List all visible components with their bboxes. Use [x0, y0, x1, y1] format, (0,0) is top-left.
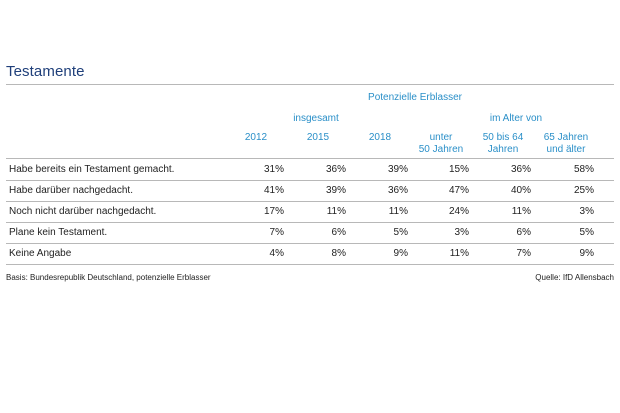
table-cell: 15% [448, 164, 469, 175]
row-divider [6, 243, 614, 244]
table-cell: 5% [579, 227, 594, 238]
table-cell: 24% [448, 206, 469, 217]
table-cell: 47% [448, 185, 469, 196]
row-divider [6, 180, 614, 181]
footer-source: Quelle: IfD Allensbach [535, 273, 614, 282]
row-divider [6, 201, 614, 202]
top-divider [6, 84, 614, 85]
column-header: 2012 [244, 132, 268, 143]
row-label: Keine Angabe [9, 248, 72, 259]
table-cell: 25% [573, 185, 594, 196]
row-label: Habe bereits ein Testament gemacht. [9, 164, 175, 175]
table-cell: 5% [393, 227, 408, 238]
row-label: Habe darüber nachgedacht. [9, 185, 133, 196]
column-header: 50 bis 64 Jahren [482, 132, 524, 155]
table-cell: 39% [325, 185, 346, 196]
column-header: unter 50 Jahren [418, 132, 464, 155]
table-cell: 4% [269, 248, 284, 259]
header-group-label: Potenzielle Erblasser [368, 92, 462, 103]
header-insgesamt-label: insgesamt [293, 113, 339, 124]
column-header: 65 Jahren und älter [543, 132, 589, 155]
table-cell: 7% [516, 248, 531, 259]
row-label: Plane kein Testament. [9, 227, 108, 238]
row-label: Noch nicht darüber nachgedacht. [9, 206, 157, 217]
table-cell: 11% [511, 206, 531, 217]
table-cell: 36% [325, 164, 346, 175]
table-cell: 41% [263, 185, 284, 196]
header-alter-label: im Alter von [489, 113, 543, 124]
page-title: Testamente [6, 63, 85, 80]
table-cell: 9% [393, 248, 408, 259]
table-cell: 7% [269, 227, 284, 238]
table-cell: 6% [516, 227, 531, 238]
table-cell: 11% [388, 206, 408, 217]
footer-basis: Basis: Bundesrepublik Deutschland, poten… [6, 273, 211, 282]
table-cell: 11% [449, 248, 469, 259]
column-header: 2018 [368, 132, 392, 143]
table-cell: 36% [387, 185, 408, 196]
table-cell: 6% [331, 227, 346, 238]
table-cell: 39% [387, 164, 408, 175]
header-divider [6, 158, 614, 159]
row-divider [6, 264, 614, 265]
table-cell: 31% [263, 164, 284, 175]
table-cell: 8% [331, 248, 346, 259]
table-cell: 40% [510, 185, 531, 196]
table-cell: 36% [510, 164, 531, 175]
table-cell: 58% [573, 164, 594, 175]
row-divider [6, 222, 614, 223]
table-cell: 3% [579, 206, 594, 217]
table-cell: 11% [326, 206, 346, 217]
table-cell: 17% [263, 206, 284, 217]
table-cell: 3% [454, 227, 469, 238]
column-header: 2015 [306, 132, 330, 143]
table-cell: 9% [579, 248, 594, 259]
